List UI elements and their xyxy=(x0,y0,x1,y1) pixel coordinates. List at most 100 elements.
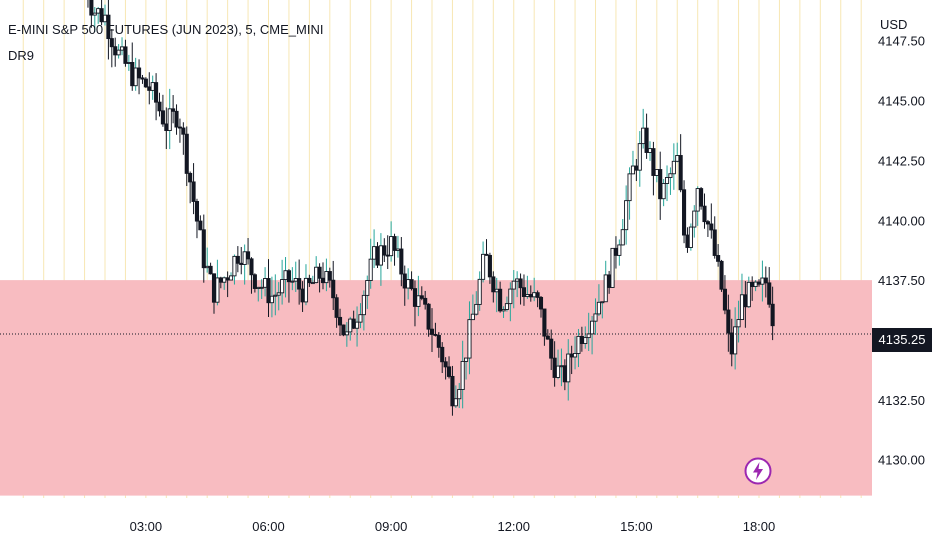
candle xyxy=(409,271,414,291)
x-tick-label: 15:00 xyxy=(620,519,653,534)
candle xyxy=(508,282,513,322)
candle xyxy=(361,290,366,331)
candle xyxy=(695,186,700,226)
last-price-tag: 4135.25 xyxy=(872,328,932,352)
candle xyxy=(365,275,370,309)
candle xyxy=(208,262,213,275)
candle xyxy=(140,74,145,84)
candle xyxy=(399,237,404,287)
candle xyxy=(699,187,704,210)
candle xyxy=(624,185,629,245)
candle xyxy=(576,328,581,368)
lightning-bolt-icon[interactable] xyxy=(744,457,772,485)
candle xyxy=(457,382,462,409)
candle xyxy=(481,241,486,283)
candle xyxy=(491,271,496,303)
y-tick-label: 4142.50 xyxy=(878,153,925,168)
candle xyxy=(246,238,251,265)
candle xyxy=(501,306,506,318)
candle xyxy=(661,178,666,207)
candle xyxy=(266,259,271,317)
candle xyxy=(709,203,714,239)
x-tick-label: 18:00 xyxy=(743,519,776,534)
candle xyxy=(763,266,768,298)
candle xyxy=(685,227,690,253)
candle xyxy=(286,269,291,303)
candle xyxy=(443,357,448,380)
candle xyxy=(596,284,601,316)
candle xyxy=(133,57,138,91)
y-tick-label: 4130.00 xyxy=(878,453,925,468)
candle xyxy=(181,122,186,155)
candle xyxy=(242,244,247,285)
candle xyxy=(232,254,237,285)
candle xyxy=(389,221,394,262)
candle xyxy=(358,303,363,329)
candle xyxy=(641,108,646,149)
candle xyxy=(722,275,727,315)
candle xyxy=(637,131,642,187)
candle xyxy=(675,142,680,163)
candle xyxy=(314,256,319,284)
candle xyxy=(273,274,278,316)
candle xyxy=(269,276,274,318)
candle xyxy=(392,233,397,266)
candle xyxy=(477,271,482,311)
candle xyxy=(733,307,738,370)
y-tick-label: 4140.00 xyxy=(878,213,925,228)
y-tick-label: 4137.50 xyxy=(878,273,925,288)
candle xyxy=(573,336,578,370)
candle xyxy=(87,0,89,8)
candle xyxy=(341,324,346,337)
candle xyxy=(113,37,118,67)
candle xyxy=(555,349,561,380)
candle xyxy=(317,263,322,293)
candle xyxy=(130,42,135,91)
candle xyxy=(692,205,697,238)
candle xyxy=(647,141,653,161)
candle xyxy=(150,75,155,100)
candle xyxy=(228,272,234,281)
candle xyxy=(184,126,189,187)
candle xyxy=(467,301,472,375)
candle xyxy=(375,242,380,268)
candle xyxy=(746,276,751,308)
candle xyxy=(259,279,264,300)
currency-label[interactable]: USD xyxy=(880,17,908,32)
candle xyxy=(613,236,618,269)
candle xyxy=(658,151,663,220)
indicator-label[interactable]: DR9 xyxy=(8,48,35,63)
candle xyxy=(440,342,445,374)
candle xyxy=(504,296,509,312)
candle xyxy=(416,275,421,317)
candle xyxy=(460,340,465,409)
candle xyxy=(310,275,315,285)
candle xyxy=(201,214,206,283)
candle xyxy=(521,274,527,306)
candle xyxy=(160,94,165,127)
candle xyxy=(191,163,196,215)
candle xyxy=(194,198,200,239)
candle xyxy=(395,235,400,258)
x-tick-label: 09:00 xyxy=(375,519,408,534)
candle xyxy=(436,332,441,358)
candle xyxy=(511,270,516,309)
candle xyxy=(147,72,152,105)
candle xyxy=(331,260,336,310)
candle xyxy=(372,229,377,269)
candle xyxy=(545,329,550,340)
candle xyxy=(297,259,302,305)
candle xyxy=(484,239,489,256)
candle xyxy=(627,167,632,220)
candle xyxy=(470,294,475,321)
candle xyxy=(423,290,428,310)
x-tick-label: 03:00 xyxy=(130,519,163,534)
candle xyxy=(188,171,193,204)
candle xyxy=(116,44,121,59)
candle xyxy=(549,329,554,370)
candle xyxy=(593,298,598,335)
candle xyxy=(382,238,387,263)
candle xyxy=(303,264,309,306)
candle xyxy=(538,295,544,318)
